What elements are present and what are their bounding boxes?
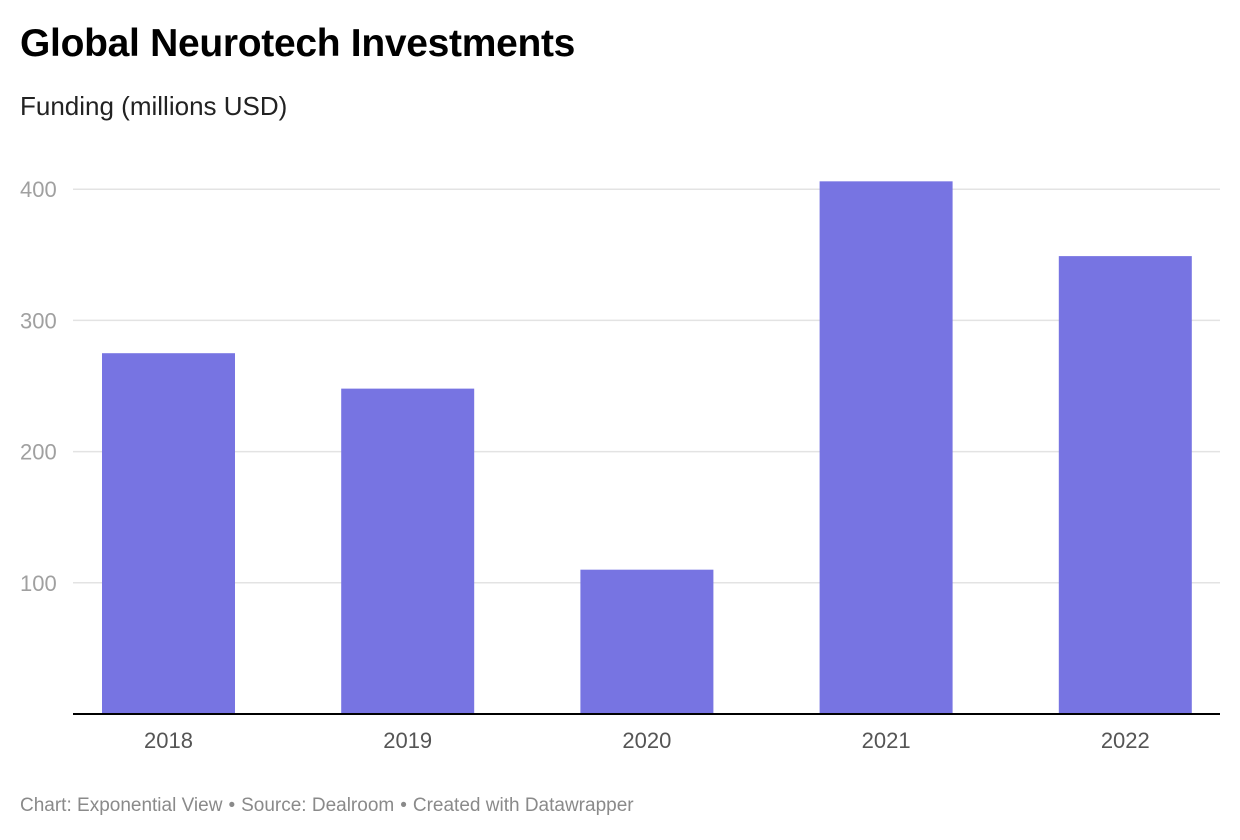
tool-credit: Created with Datawrapper [412,795,634,816]
chart-title: Global Neurotech Investments [20,22,576,65]
chart-footer: Chart: Exponential View • Source: Dealroom… [20,795,634,817]
x-tick-label: 2020 [622,728,671,753]
y-tick-label: 100 [20,571,57,596]
grid-lines [73,188,1220,584]
source-credit: Source: Dealroom [241,795,395,816]
bar-2022 [1058,256,1192,714]
bar-2020 [580,569,714,714]
footer-separator: • [228,795,236,816]
y-tick-labels: 100 200 300 400 [20,177,57,596]
chart-subtitle: Funding (millions USD) [20,91,288,121]
bars [102,181,1192,714]
y-tick-label: 400 [20,177,57,202]
x-tick-label: 2021 [862,728,911,753]
footer-separator: • [400,795,407,816]
y-tick-label: 200 [20,440,57,465]
x-tick-label: 2019 [383,728,432,753]
bar-2019 [341,388,475,714]
chart-credit: Chart: Exponential View [20,795,223,816]
x-tick-label: 2018 [144,728,193,753]
bar-2021 [819,181,953,714]
y-tick-label: 300 [20,308,57,333]
x-tick-label: 2022 [1101,728,1150,753]
x-tick-labels: 2018 2019 2020 2021 2022 [144,728,1150,753]
bar-2018 [102,353,235,714]
